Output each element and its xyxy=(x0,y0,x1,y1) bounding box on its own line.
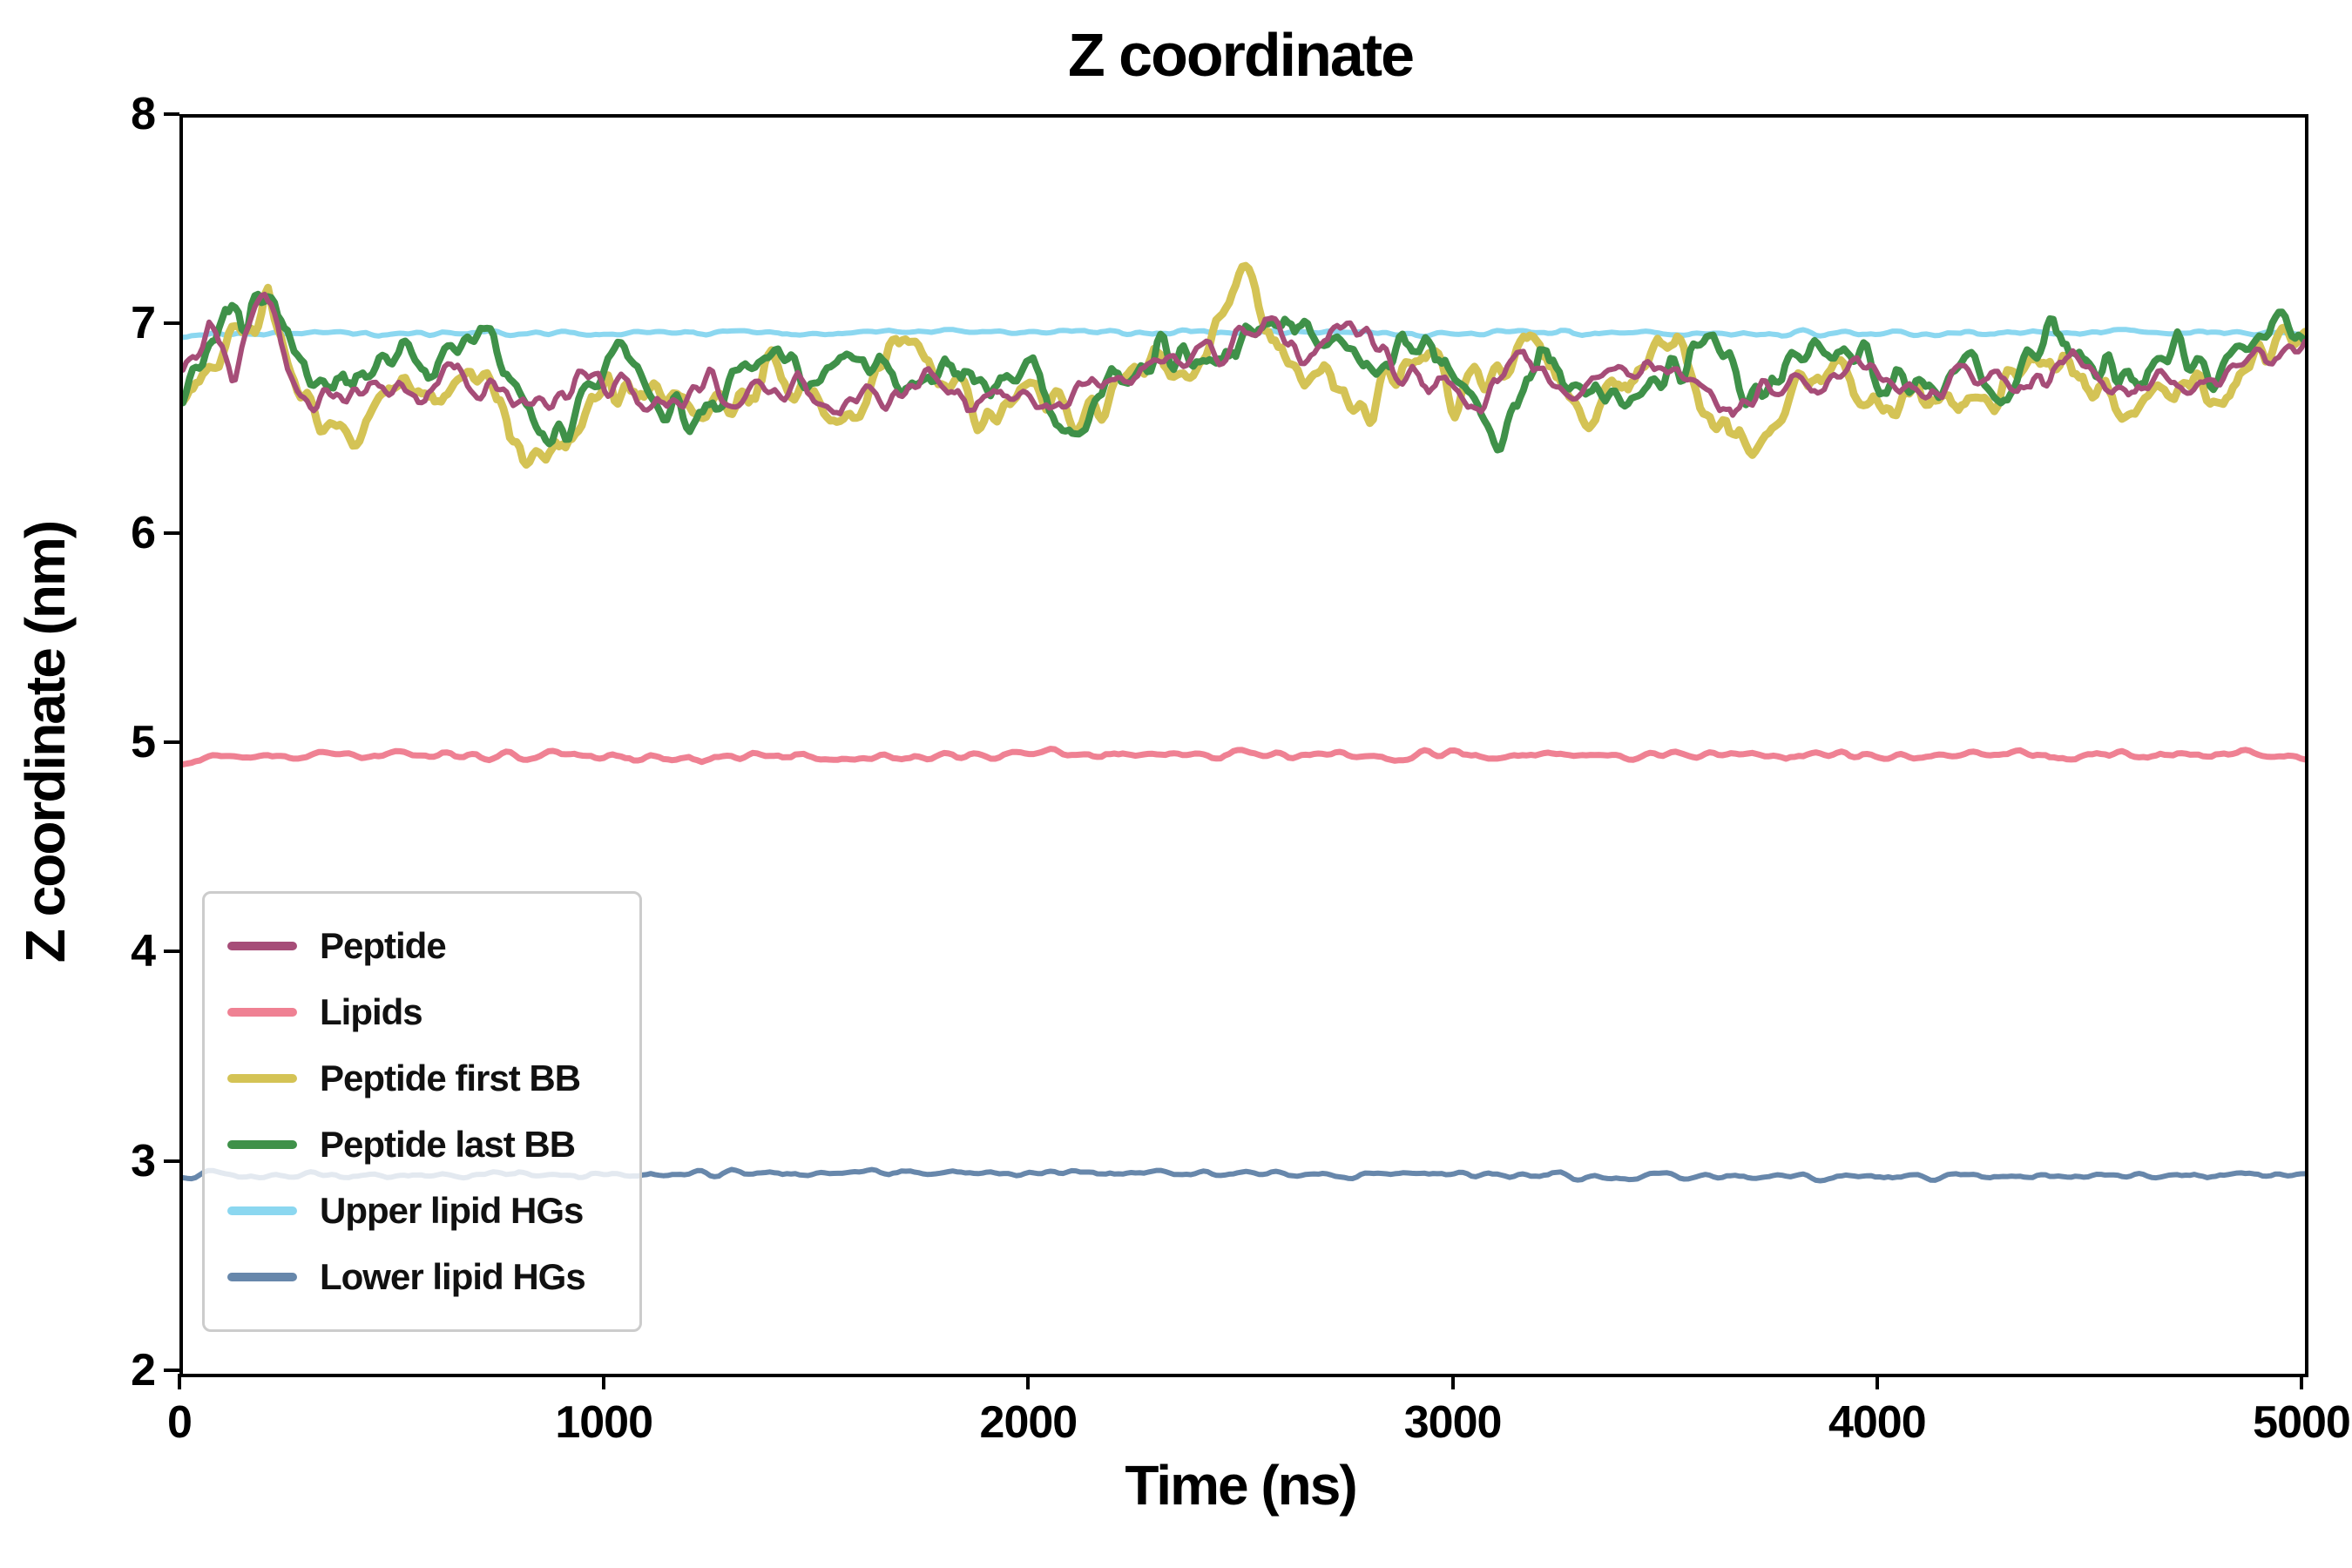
x-tick-mark xyxy=(1026,1374,1031,1389)
y-tick-mark xyxy=(164,112,179,116)
legend-swatch-upper-lipid-hgs xyxy=(227,1206,297,1215)
legend-item-lipids: Lipids xyxy=(227,979,617,1045)
legend-item-upper-lipid-hgs: Upper lipid HGs xyxy=(227,1178,617,1244)
legend-label: Lipids xyxy=(320,991,423,1032)
x-tick-mark xyxy=(1875,1374,1879,1389)
legend-item-peptide: Peptide xyxy=(227,913,617,979)
x-tick-label: 5000 xyxy=(2253,1397,2351,1448)
y-tick-label: 7 xyxy=(131,298,156,349)
x-tick-label: 1000 xyxy=(555,1397,653,1448)
series-line-peptide xyxy=(183,291,2305,418)
legend-label: Peptide xyxy=(320,925,447,966)
series-line-peptide-first-bb xyxy=(183,261,2305,469)
legend-item-peptide-first-bb: Peptide first BB xyxy=(227,1045,617,1112)
y-tick-mark xyxy=(164,950,179,954)
legend-label: Lower lipid HGs xyxy=(320,1256,586,1297)
x-tick-label: 2000 xyxy=(979,1397,1078,1448)
x-axis-label: Time (ns) xyxy=(1125,1454,1357,1517)
x-tick-label: 4000 xyxy=(1828,1397,1927,1448)
y-tick-mark xyxy=(164,321,179,326)
x-tick-label: 3000 xyxy=(1403,1397,1503,1448)
series-line-lipids xyxy=(183,746,2305,767)
y-tick-label: 5 xyxy=(131,717,156,767)
legend: Peptide Lipids Peptide first BB Peptide las… xyxy=(202,891,642,1332)
x-tick-mark xyxy=(2300,1374,2303,1389)
legend-swatch-lipids xyxy=(227,1008,297,1017)
y-tick-label: 4 xyxy=(131,926,156,977)
plot-area: Peptide Lipids Peptide first BB Peptide las… xyxy=(179,114,2308,1377)
y-tick-label: 8 xyxy=(131,89,156,139)
legend-swatch-peptide-first-bb xyxy=(227,1074,297,1083)
legend-swatch-peptide-last-bb xyxy=(227,1140,297,1149)
legend-label: Peptide last BB xyxy=(320,1124,576,1165)
x-tick-mark xyxy=(602,1374,606,1389)
y-tick-label: 3 xyxy=(131,1135,156,1186)
x-tick-label: 0 xyxy=(167,1397,193,1448)
y-tick-mark xyxy=(164,740,179,744)
legend-label: Upper lipid HGs xyxy=(320,1190,584,1231)
x-tick-mark xyxy=(1450,1374,1455,1389)
legend-item-peptide-last-bb: Peptide last BB xyxy=(227,1112,617,1178)
y-tick-label: 6 xyxy=(131,507,156,558)
y-tick-mark xyxy=(164,1159,179,1163)
y-tick-label: 2 xyxy=(131,1345,156,1396)
legend-label: Peptide first BB xyxy=(320,1058,581,1098)
y-tick-mark xyxy=(164,531,179,535)
chart-title: Z coordinate xyxy=(1067,21,1415,89)
x-tick-mark xyxy=(178,1374,181,1389)
series-line-peptide-last-bb xyxy=(183,290,2305,454)
legend-item-lower-lipid-hgs: Lower lipid HGs xyxy=(227,1244,617,1310)
legend-swatch-peptide xyxy=(227,942,297,950)
legend-swatch-lower-lipid-hgs xyxy=(227,1273,297,1281)
y-tick-mark xyxy=(164,1369,179,1372)
